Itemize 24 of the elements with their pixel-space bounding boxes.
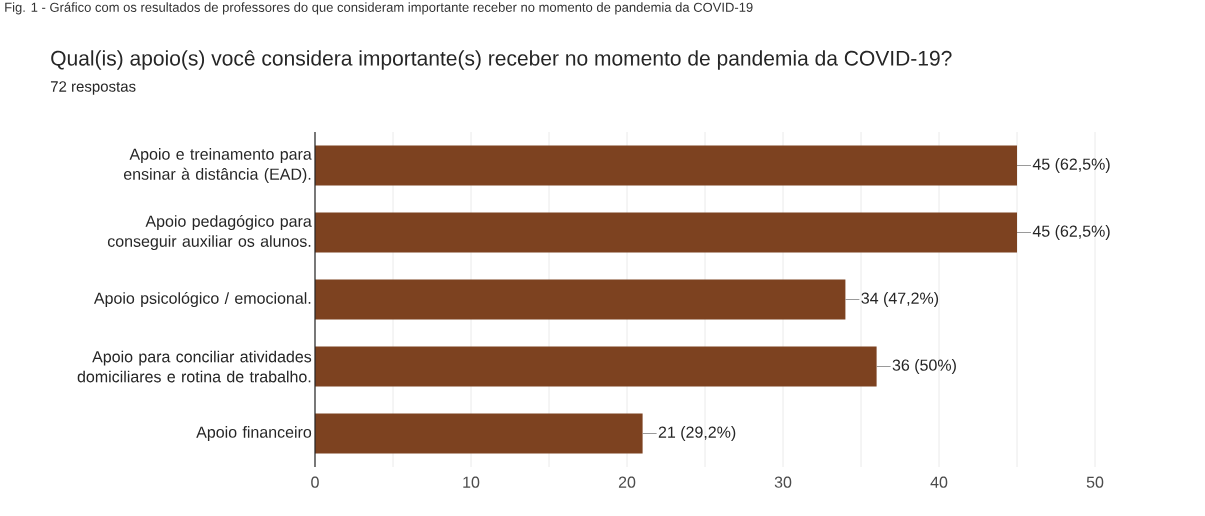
bar — [315, 145, 1017, 186]
x-tick-label: 30 — [774, 476, 792, 488]
x-tick-label: 10 — [463, 476, 480, 488]
x-tick-label: 20 — [618, 476, 636, 488]
bar — [315, 279, 846, 320]
y-tick-label: Apoio e treinamento para ensinar à distância (EAD). — [123, 148, 312, 183]
y-tick-label: Apoio pedagógico para conseguir auxiliar os alunos. — [107, 214, 312, 251]
x-tick-label: 40 — [930, 476, 948, 488]
data-label: 21 (29,2%) — [658, 426, 736, 441]
data-label: 45 (62,5%) — [1032, 158, 1110, 173]
y-tick-label: Apoio para conciliar atividades domiciliares e rotina de trabalho. — [77, 350, 312, 383]
data-label: 45 (62,5%) — [1032, 225, 1110, 240]
x-tick-label: 50 — [1086, 476, 1104, 488]
x-tick-label: 0 — [311, 476, 319, 488]
y-tick-label: Apoio financeiro — [196, 426, 312, 441]
data-label: 36 (50%) — [892, 359, 956, 374]
y-tick-label: Apoio psicológico / emocional. — [93, 291, 311, 308]
chart-title: Qual(is) apoio(s) você considera importante(s) receber no momento de pandemia da COVID-19? — [51, 50, 952, 70]
bar — [315, 413, 643, 454]
bar — [315, 346, 877, 387]
bar — [315, 212, 1017, 253]
data-label: 34 (47,2%) — [861, 292, 939, 307]
text: 72 respostas — [50, 81, 136, 95]
caption: Fig. 1 - Gráfico com os resultados de professores do que consideram importante receber no momento de pandemia da COVID-19 — [5, 2, 753, 15]
